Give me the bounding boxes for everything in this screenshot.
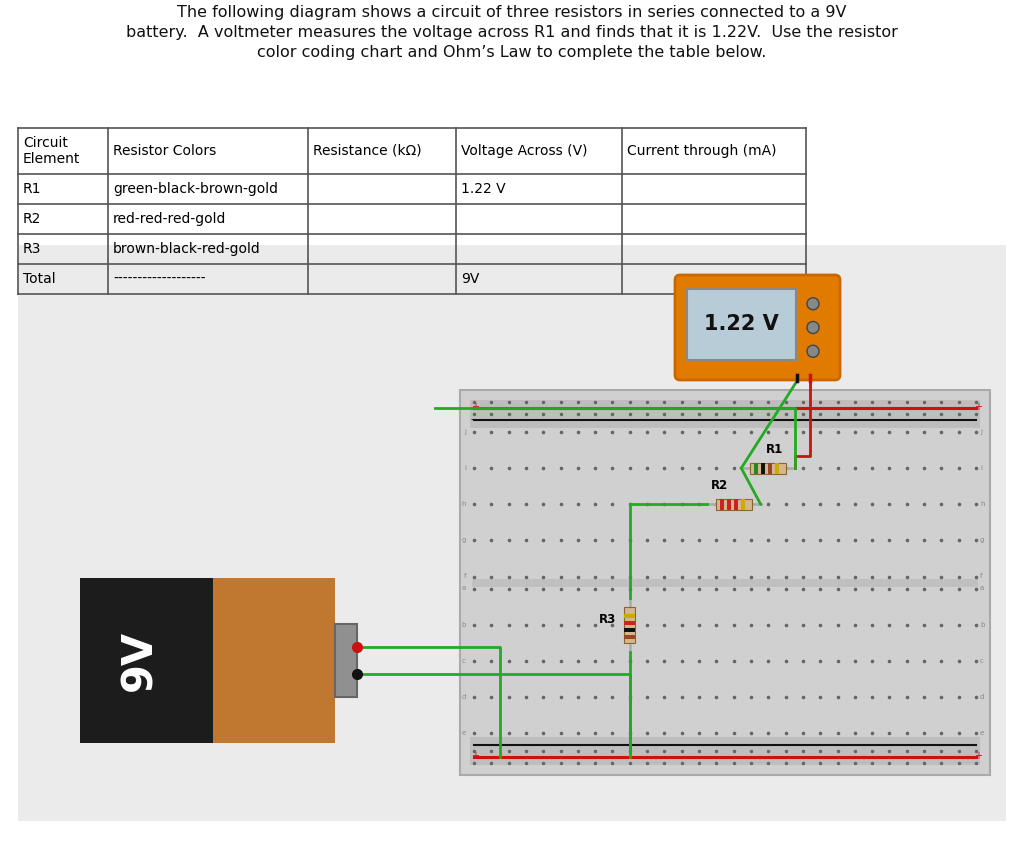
Bar xyxy=(335,624,357,697)
Bar xyxy=(720,499,724,510)
Text: -: - xyxy=(471,414,474,424)
Text: +: + xyxy=(471,751,479,761)
Text: +: + xyxy=(974,402,982,412)
Text: Resistor Colors: Resistor Colors xyxy=(113,144,216,158)
Text: brown-black-red-gold: brown-black-red-gold xyxy=(113,242,261,256)
Bar xyxy=(716,499,752,510)
Text: +: + xyxy=(974,751,982,761)
Bar xyxy=(751,463,786,474)
Bar xyxy=(625,635,635,639)
Text: g: g xyxy=(462,537,466,544)
Bar xyxy=(625,607,635,642)
Circle shape xyxy=(807,321,819,334)
Text: Total: Total xyxy=(23,272,55,286)
Text: c: c xyxy=(980,658,984,663)
Bar xyxy=(761,463,765,474)
Text: R2: R2 xyxy=(23,212,41,226)
Text: green-black-brown-gold: green-black-brown-gold xyxy=(113,182,278,196)
Bar xyxy=(80,578,213,743)
Bar xyxy=(460,390,990,775)
Bar xyxy=(213,578,335,743)
Bar xyxy=(625,620,635,625)
Bar xyxy=(470,737,980,765)
Text: 1.22 V: 1.22 V xyxy=(705,314,779,335)
Text: f: f xyxy=(464,573,466,579)
Text: 1.22 V: 1.22 V xyxy=(461,182,506,196)
Bar xyxy=(733,499,737,510)
Text: -: - xyxy=(974,414,978,424)
Text: color coding chart and Ohm’s Law to complete the table below.: color coding chart and Ohm’s Law to comp… xyxy=(257,45,767,60)
Text: e: e xyxy=(980,730,984,736)
Text: h: h xyxy=(980,502,984,507)
Bar xyxy=(470,400,980,428)
Text: d: d xyxy=(980,694,984,700)
Text: i: i xyxy=(980,465,982,471)
Text: R1: R1 xyxy=(766,443,783,456)
Text: The following diagram shows a circuit of three resistors in series connected to : The following diagram shows a circuit of… xyxy=(177,5,847,20)
Text: j: j xyxy=(464,429,466,435)
Text: c: c xyxy=(462,658,466,663)
Text: Current through (mA): Current through (mA) xyxy=(627,144,776,158)
Text: +: + xyxy=(471,402,479,412)
Bar xyxy=(625,628,635,631)
Text: 9V: 9V xyxy=(461,272,479,286)
Text: R2: R2 xyxy=(711,480,728,492)
Bar xyxy=(687,289,796,360)
Text: b: b xyxy=(980,621,984,628)
Text: R3: R3 xyxy=(23,242,41,256)
Text: R3: R3 xyxy=(599,613,616,626)
Circle shape xyxy=(807,298,819,309)
Bar xyxy=(768,463,772,474)
Text: h: h xyxy=(462,502,466,507)
Bar xyxy=(727,499,731,510)
Bar xyxy=(472,578,978,587)
FancyBboxPatch shape xyxy=(675,275,840,380)
Text: j: j xyxy=(980,429,982,435)
Text: R1: R1 xyxy=(23,182,42,196)
Text: 9V: 9V xyxy=(119,630,161,691)
Text: -------------------: ------------------- xyxy=(113,272,206,286)
Text: a: a xyxy=(462,586,466,592)
Text: Circuit: Circuit xyxy=(23,136,68,150)
Bar xyxy=(740,499,744,510)
Text: d: d xyxy=(462,694,466,700)
Text: f: f xyxy=(980,573,982,579)
Text: a: a xyxy=(980,586,984,592)
Text: Voltage Across (V): Voltage Across (V) xyxy=(461,144,588,158)
Text: red-red-red-gold: red-red-red-gold xyxy=(113,212,226,226)
Bar xyxy=(775,463,779,474)
Text: Element: Element xyxy=(23,152,80,166)
Circle shape xyxy=(807,346,819,357)
Text: g: g xyxy=(980,537,984,544)
Text: e: e xyxy=(462,730,466,736)
Text: i: i xyxy=(464,465,466,471)
Text: b: b xyxy=(462,621,466,628)
Text: Resistance (kΩ): Resistance (kΩ) xyxy=(313,144,422,158)
Bar xyxy=(755,463,759,474)
Bar xyxy=(625,614,635,618)
Bar xyxy=(18,245,1006,821)
Text: battery.  A voltmeter measures the voltage across R1 and finds that it is 1.22V.: battery. A voltmeter measures the voltag… xyxy=(126,25,898,40)
